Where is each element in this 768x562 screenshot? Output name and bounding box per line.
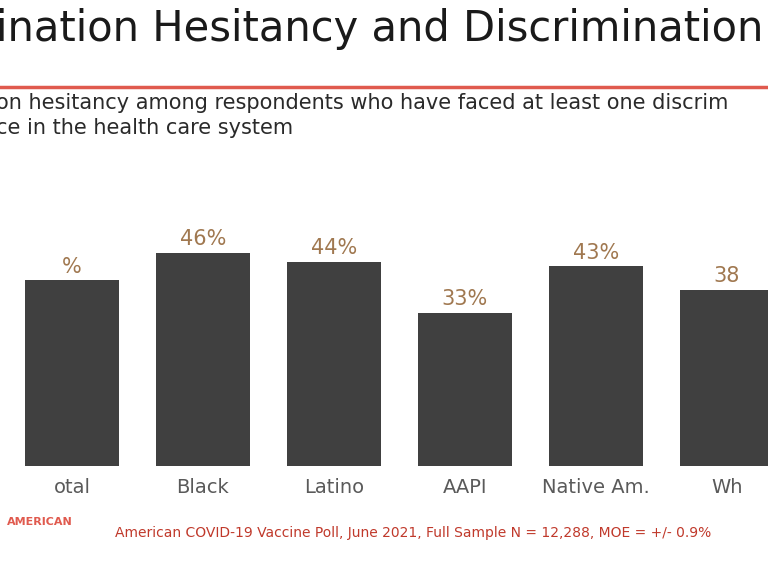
Bar	[548, 266, 643, 466]
Text: ce in the health care system: ce in the health care system	[0, 118, 293, 138]
Text: ination Hesitancy and Discrimination Experienc: ination Hesitancy and Discrimination Exp…	[0, 8, 768, 51]
Text: 43%: 43%	[573, 243, 619, 263]
Text: AMERICAN: AMERICAN	[7, 517, 73, 527]
Bar	[418, 313, 512, 466]
Bar	[156, 252, 250, 466]
Text: COLLABORATIVE: COLLABORATIVE	[7, 538, 81, 547]
Bar	[286, 262, 381, 466]
Text: on hesitancy among respondents who have faced at least one discrim: on hesitancy among respondents who have …	[0, 93, 729, 113]
Text: 44%: 44%	[311, 238, 357, 258]
Text: %: %	[62, 257, 82, 277]
Text: 38: 38	[713, 266, 740, 286]
Text: 46%: 46%	[180, 229, 226, 249]
Bar	[25, 280, 119, 466]
Text: 33%: 33%	[442, 289, 488, 309]
Bar	[680, 290, 768, 466]
Text: American COVID-19 Vaccine Poll, June 2021, Full Sample N = 12,288, MOE = +/- 0.9: American COVID-19 Vaccine Poll, June 202…	[115, 526, 711, 540]
